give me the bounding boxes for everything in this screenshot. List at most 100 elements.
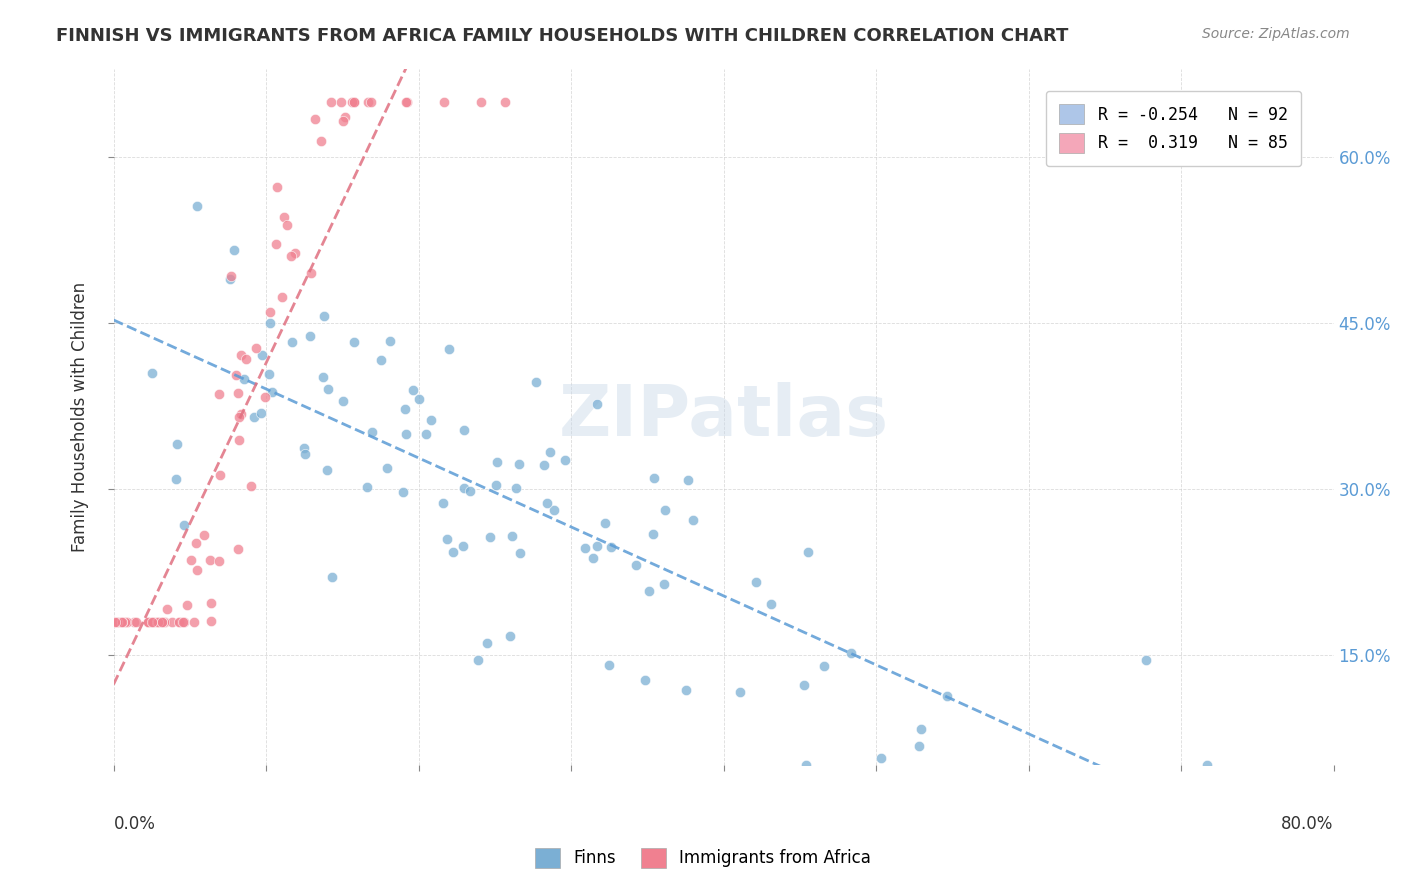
- Point: [1135, 653, 1157, 667]
- Point: [193, 528, 215, 542]
- Point: [259, 316, 281, 330]
- Point: [508, 457, 530, 471]
- Point: [626, 558, 648, 572]
- Point: [184, 536, 207, 550]
- Point: [141, 366, 163, 380]
- Point: [869, 750, 891, 764]
- Point: [156, 602, 179, 616]
- Point: [152, 615, 174, 629]
- Point: [166, 437, 188, 451]
- Point: [245, 341, 267, 355]
- Point: [298, 329, 321, 343]
- Point: [360, 95, 382, 109]
- Point: [219, 268, 242, 283]
- Point: [173, 615, 195, 629]
- Point: [436, 532, 458, 546]
- Point: [281, 335, 304, 350]
- Point: [180, 553, 202, 567]
- Point: [936, 689, 959, 703]
- Point: [485, 455, 508, 469]
- Text: 0.0%: 0.0%: [114, 815, 156, 833]
- Point: [228, 386, 250, 401]
- Point: [235, 351, 257, 366]
- Point: [415, 426, 437, 441]
- Point: [536, 496, 558, 510]
- Point: [262, 385, 284, 400]
- Point: [284, 245, 307, 260]
- Point: [186, 563, 208, 577]
- Point: [111, 615, 134, 629]
- Point: [146, 615, 169, 629]
- Point: [524, 375, 547, 389]
- Point: [110, 615, 132, 629]
- Point: [505, 481, 527, 495]
- Point: [682, 513, 704, 527]
- Point: [257, 368, 280, 382]
- Legend: R = -0.254   N = 92, R =  0.319   N = 85: R = -0.254 N = 92, R = 0.319 N = 85: [1046, 91, 1301, 167]
- Point: [280, 249, 302, 263]
- Point: [273, 210, 295, 224]
- Point: [378, 334, 401, 348]
- Point: [229, 348, 252, 362]
- Point: [318, 383, 340, 397]
- Point: [839, 646, 862, 660]
- Point: [304, 112, 326, 127]
- Point: [329, 95, 352, 109]
- Point: [228, 410, 250, 425]
- Point: [254, 390, 277, 404]
- Point: [172, 615, 194, 629]
- Point: [142, 615, 165, 629]
- Point: [229, 408, 252, 422]
- Point: [395, 426, 418, 441]
- Point: [208, 554, 231, 568]
- Point: [105, 615, 128, 629]
- Point: [276, 219, 298, 233]
- Point: [574, 541, 596, 556]
- Point: [395, 95, 418, 109]
- Point: [453, 481, 475, 495]
- Point: [259, 304, 281, 318]
- Point: [225, 368, 247, 382]
- Point: [208, 387, 231, 401]
- Point: [198, 553, 221, 567]
- Point: [533, 458, 555, 472]
- Text: FINNISH VS IMMIGRANTS FROM AFRICA FAMILY HOUSEHOLDS WITH CHILDREN CORRELATION CH: FINNISH VS IMMIGRANTS FROM AFRICA FAMILY…: [56, 27, 1069, 45]
- Point: [299, 266, 322, 280]
- Point: [309, 135, 332, 149]
- Point: [470, 95, 492, 109]
- Point: [394, 402, 416, 417]
- Point: [797, 545, 820, 559]
- Point: [209, 468, 232, 483]
- Point: [264, 236, 287, 251]
- Point: [634, 673, 657, 687]
- Point: [453, 424, 475, 438]
- Point: [169, 615, 191, 629]
- Point: [375, 460, 398, 475]
- Point: [342, 95, 364, 109]
- Point: [654, 502, 676, 516]
- Point: [115, 615, 138, 629]
- Point: [152, 615, 174, 629]
- Point: [908, 739, 931, 754]
- Point: [585, 397, 607, 411]
- Point: [165, 472, 187, 486]
- Point: [652, 577, 675, 591]
- Point: [321, 570, 343, 584]
- Point: [543, 503, 565, 517]
- Point: [793, 678, 815, 692]
- Point: [249, 406, 271, 420]
- Point: [122, 615, 145, 629]
- Point: [509, 546, 531, 560]
- Point: [125, 615, 148, 629]
- Point: [728, 684, 751, 698]
- Point: [370, 353, 392, 368]
- Point: [467, 653, 489, 667]
- Point: [152, 615, 174, 629]
- Legend: Finns, Immigrants from Africa: Finns, Immigrants from Africa: [529, 841, 877, 875]
- Point: [637, 583, 659, 598]
- Point: [676, 473, 699, 487]
- Point: [167, 615, 190, 629]
- Point: [910, 722, 932, 736]
- Point: [745, 574, 768, 589]
- Point: [138, 615, 160, 629]
